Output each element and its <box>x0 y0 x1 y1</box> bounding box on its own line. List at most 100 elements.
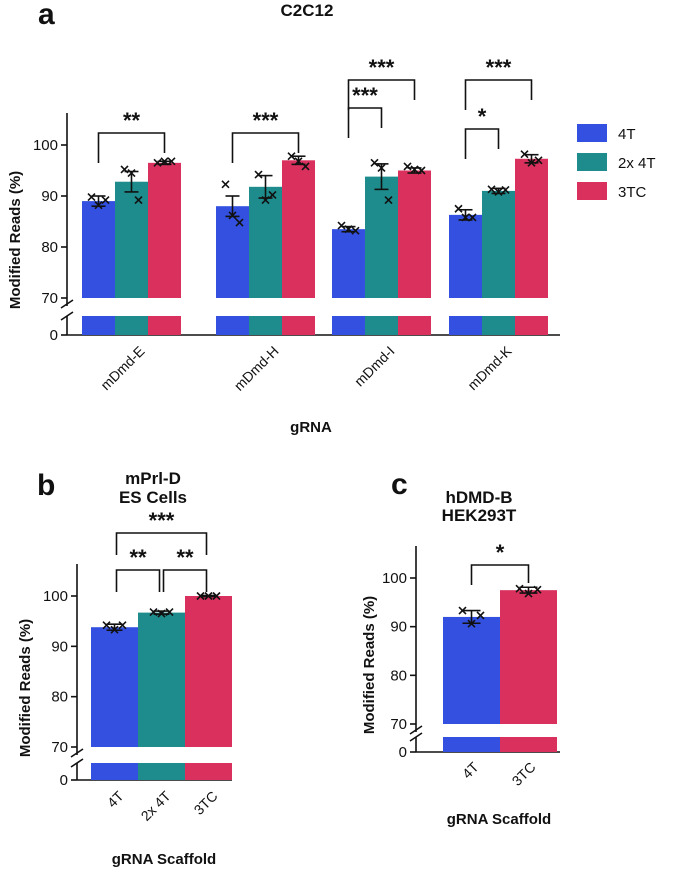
data-point <box>454 204 463 213</box>
data-point-stroke <box>351 226 360 235</box>
bar-base-3TC <box>500 737 557 752</box>
data-point <box>167 157 176 166</box>
significance-label: *** <box>149 508 175 533</box>
bar-4T-mDmd-I <box>332 229 365 298</box>
data-point <box>524 589 533 598</box>
data-point <box>127 168 136 178</box>
significance-bracket: ** <box>97 108 166 163</box>
data-point-stroke <box>476 611 485 620</box>
chart-title-c-line2: HEK293T <box>442 506 517 525</box>
data-point <box>120 165 129 174</box>
y-tick-label: 80 <box>390 667 407 684</box>
bracket-line <box>347 79 416 110</box>
y-tick-label: 70 <box>390 716 407 733</box>
x-tick-label: 2x 4T <box>138 787 174 823</box>
legend-label: 4T <box>618 126 636 143</box>
bar-base-4T <box>91 763 138 780</box>
data-point-stroke <box>417 166 426 175</box>
y-axis-title: Modified Reads (%) <box>361 596 378 734</box>
data-point <box>344 225 353 234</box>
bar-3TC-mDmd-E <box>148 162 181 298</box>
data-point <box>160 157 169 166</box>
data-point <box>228 211 237 220</box>
data-point-stroke <box>533 585 542 594</box>
data-point <box>487 185 496 194</box>
data-point <box>294 157 303 166</box>
data-point-stroke <box>153 158 162 167</box>
axis-break-mark <box>70 748 84 758</box>
y-tick-label: 90 <box>390 619 407 636</box>
data-point <box>370 158 379 167</box>
bar-3TC <box>500 590 557 724</box>
y-axis-title: Modified Reads (%) <box>7 171 24 309</box>
data-point <box>417 166 426 175</box>
data-point-stroke <box>268 190 277 200</box>
data-point <box>301 162 310 171</box>
chart-title-b-line1: mPrl-D <box>125 469 181 488</box>
significance-label: ** <box>176 545 194 570</box>
data-point-stroke <box>520 150 529 159</box>
data-point <box>467 619 476 628</box>
bar-3TC <box>185 596 232 747</box>
data-point <box>501 185 510 194</box>
data-point <box>268 190 277 200</box>
bar-2x4T-mDmd-E <box>115 181 148 298</box>
bar-2x4T-mDmd-I <box>365 176 398 298</box>
data-point-stroke <box>534 156 543 165</box>
data-point <box>384 196 393 205</box>
significance-label: *** <box>352 83 378 108</box>
y-tick-label: 100 <box>43 588 68 605</box>
bar-base-2x4T-mDmd-E <box>115 316 148 335</box>
data-point-stroke <box>494 187 503 196</box>
data-point <box>165 608 174 617</box>
data-point <box>520 150 529 159</box>
data-point <box>157 609 166 618</box>
significance-bracket: *** <box>347 55 416 110</box>
data-point-stroke <box>468 213 477 222</box>
significance-label: * <box>478 104 487 129</box>
significance-bracket: * <box>470 540 530 585</box>
data-point <box>337 221 346 230</box>
y-tick-label: 80 <box>51 689 68 706</box>
data-point-stroke <box>221 180 230 189</box>
significance-bracket: *** <box>347 83 383 138</box>
panel-label-c: c <box>391 468 408 501</box>
bar-base-4T-mDmd-E <box>82 316 115 335</box>
significance-label: ** <box>129 545 147 570</box>
significance-bracket: ** <box>115 545 161 592</box>
data-point <box>461 213 470 222</box>
data-point-stroke <box>254 170 263 179</box>
data-point-stroke <box>212 591 221 601</box>
data-point <box>94 201 103 210</box>
data-point-stroke <box>377 163 386 173</box>
bracket-line <box>115 532 208 555</box>
data-point-stroke <box>120 165 129 174</box>
x-tick-label: 3TC <box>509 759 539 789</box>
data-point-stroke <box>301 162 310 171</box>
data-point-stroke <box>461 213 470 222</box>
data-point-stroke <box>458 606 467 615</box>
legend-label: 3TC <box>618 184 647 201</box>
data-point <box>102 621 111 630</box>
significance-label: *** <box>253 108 279 133</box>
data-point <box>204 591 213 601</box>
data-point-stroke <box>127 168 136 178</box>
legend-label: 2x 4T <box>618 155 656 172</box>
data-point-stroke <box>157 609 166 618</box>
y-tick-label: 70 <box>41 290 58 307</box>
bar-base-2x4T-mDmd-K <box>482 316 515 335</box>
data-point <box>476 611 485 620</box>
x-tick-label: mDmd-H <box>231 343 282 394</box>
bracket-line <box>97 132 166 163</box>
x-tick-label: 4T <box>104 787 127 810</box>
data-point-stroke <box>87 192 96 202</box>
bar-4T-mDmd-K <box>449 214 482 298</box>
bracket-line <box>231 132 300 163</box>
data-point <box>149 608 158 617</box>
data-point <box>196 591 205 601</box>
x-tick-label: mDmd-E <box>97 343 147 393</box>
data-point <box>261 196 270 205</box>
bar-base-3TC-mDmd-I <box>398 316 431 335</box>
data-point-stroke <box>287 152 296 161</box>
y-tick-label: 90 <box>51 638 68 655</box>
